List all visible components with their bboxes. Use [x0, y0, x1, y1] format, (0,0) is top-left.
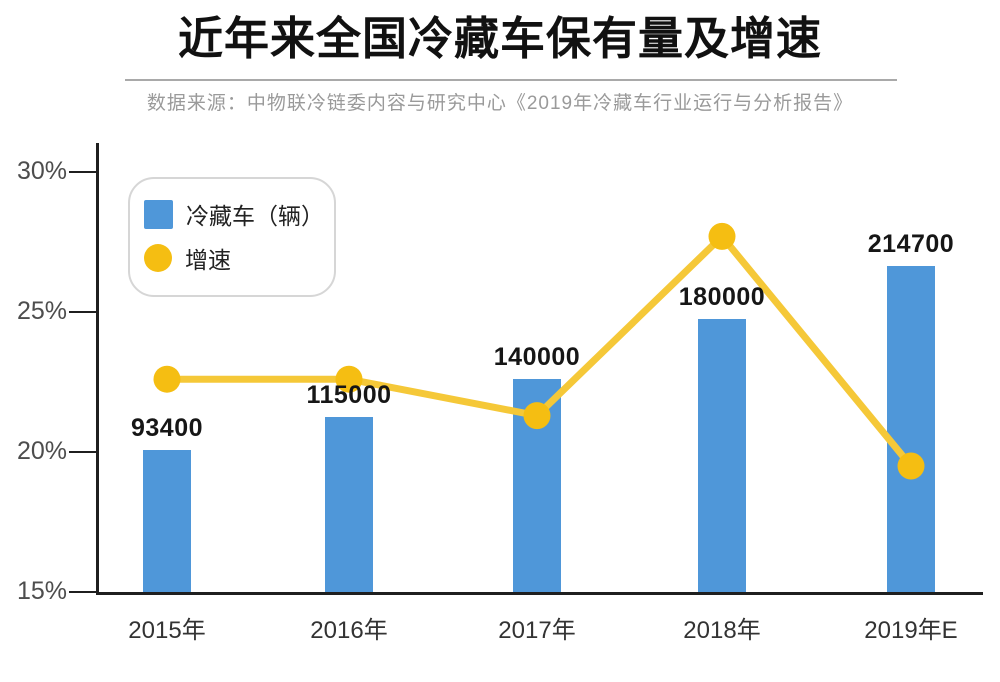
y-tick-mark	[69, 451, 96, 453]
x-axis-label: 2016年	[310, 617, 388, 644]
y-tick-mark	[69, 171, 96, 173]
legend-item-bar: 冷藏车（辆）	[144, 192, 334, 236]
y-tick-mark	[69, 311, 96, 313]
x-axis-label: 2018年	[683, 617, 761, 644]
chart-title: 近年来全国冷藏车保有量及增速	[177, 13, 822, 64]
growth-point	[523, 402, 551, 430]
growth-point	[897, 452, 925, 480]
y-tick-label: 25%	[16, 297, 67, 325]
y-axis-line	[96, 143, 99, 595]
title-divider	[125, 79, 897, 81]
growth-point	[335, 365, 363, 393]
y-tick-label: 30%	[16, 157, 67, 185]
growth-point	[708, 222, 736, 250]
bar-value-label: 93400	[130, 414, 204, 442]
bar-swatch-icon	[144, 199, 173, 229]
bar-value-label: 180000	[678, 283, 766, 311]
bar	[143, 450, 191, 592]
legend-item-line: 增速	[144, 236, 334, 280]
x-axis-line	[96, 592, 983, 595]
bar	[698, 319, 746, 592]
bar-value-label: 214700	[867, 230, 955, 258]
bar	[887, 266, 935, 592]
y-tick-mark	[69, 591, 96, 593]
line-swatch-icon	[144, 244, 172, 272]
y-tick-label: 15%	[16, 577, 67, 605]
legend-bar-label: 冷藏车（辆）	[186, 203, 324, 229]
bar-value-label: 115000	[306, 381, 392, 409]
bar-value-label: 140000	[493, 343, 581, 371]
bar	[325, 417, 373, 592]
data-source-note: 数据来源：中物联冷链委内容与研究中心《2019年冷藏车行业运行与分析报告》	[146, 93, 854, 114]
legend-line-label: 增速	[185, 247, 231, 273]
x-axis-label: 2015年	[128, 617, 206, 644]
y-tick-label: 20%	[16, 437, 67, 465]
legend: 冷藏车（辆） 增速	[128, 177, 336, 297]
x-axis-label: 2019年E	[864, 617, 958, 644]
x-axis-label: 2017年	[498, 617, 576, 644]
growth-point	[153, 365, 181, 393]
